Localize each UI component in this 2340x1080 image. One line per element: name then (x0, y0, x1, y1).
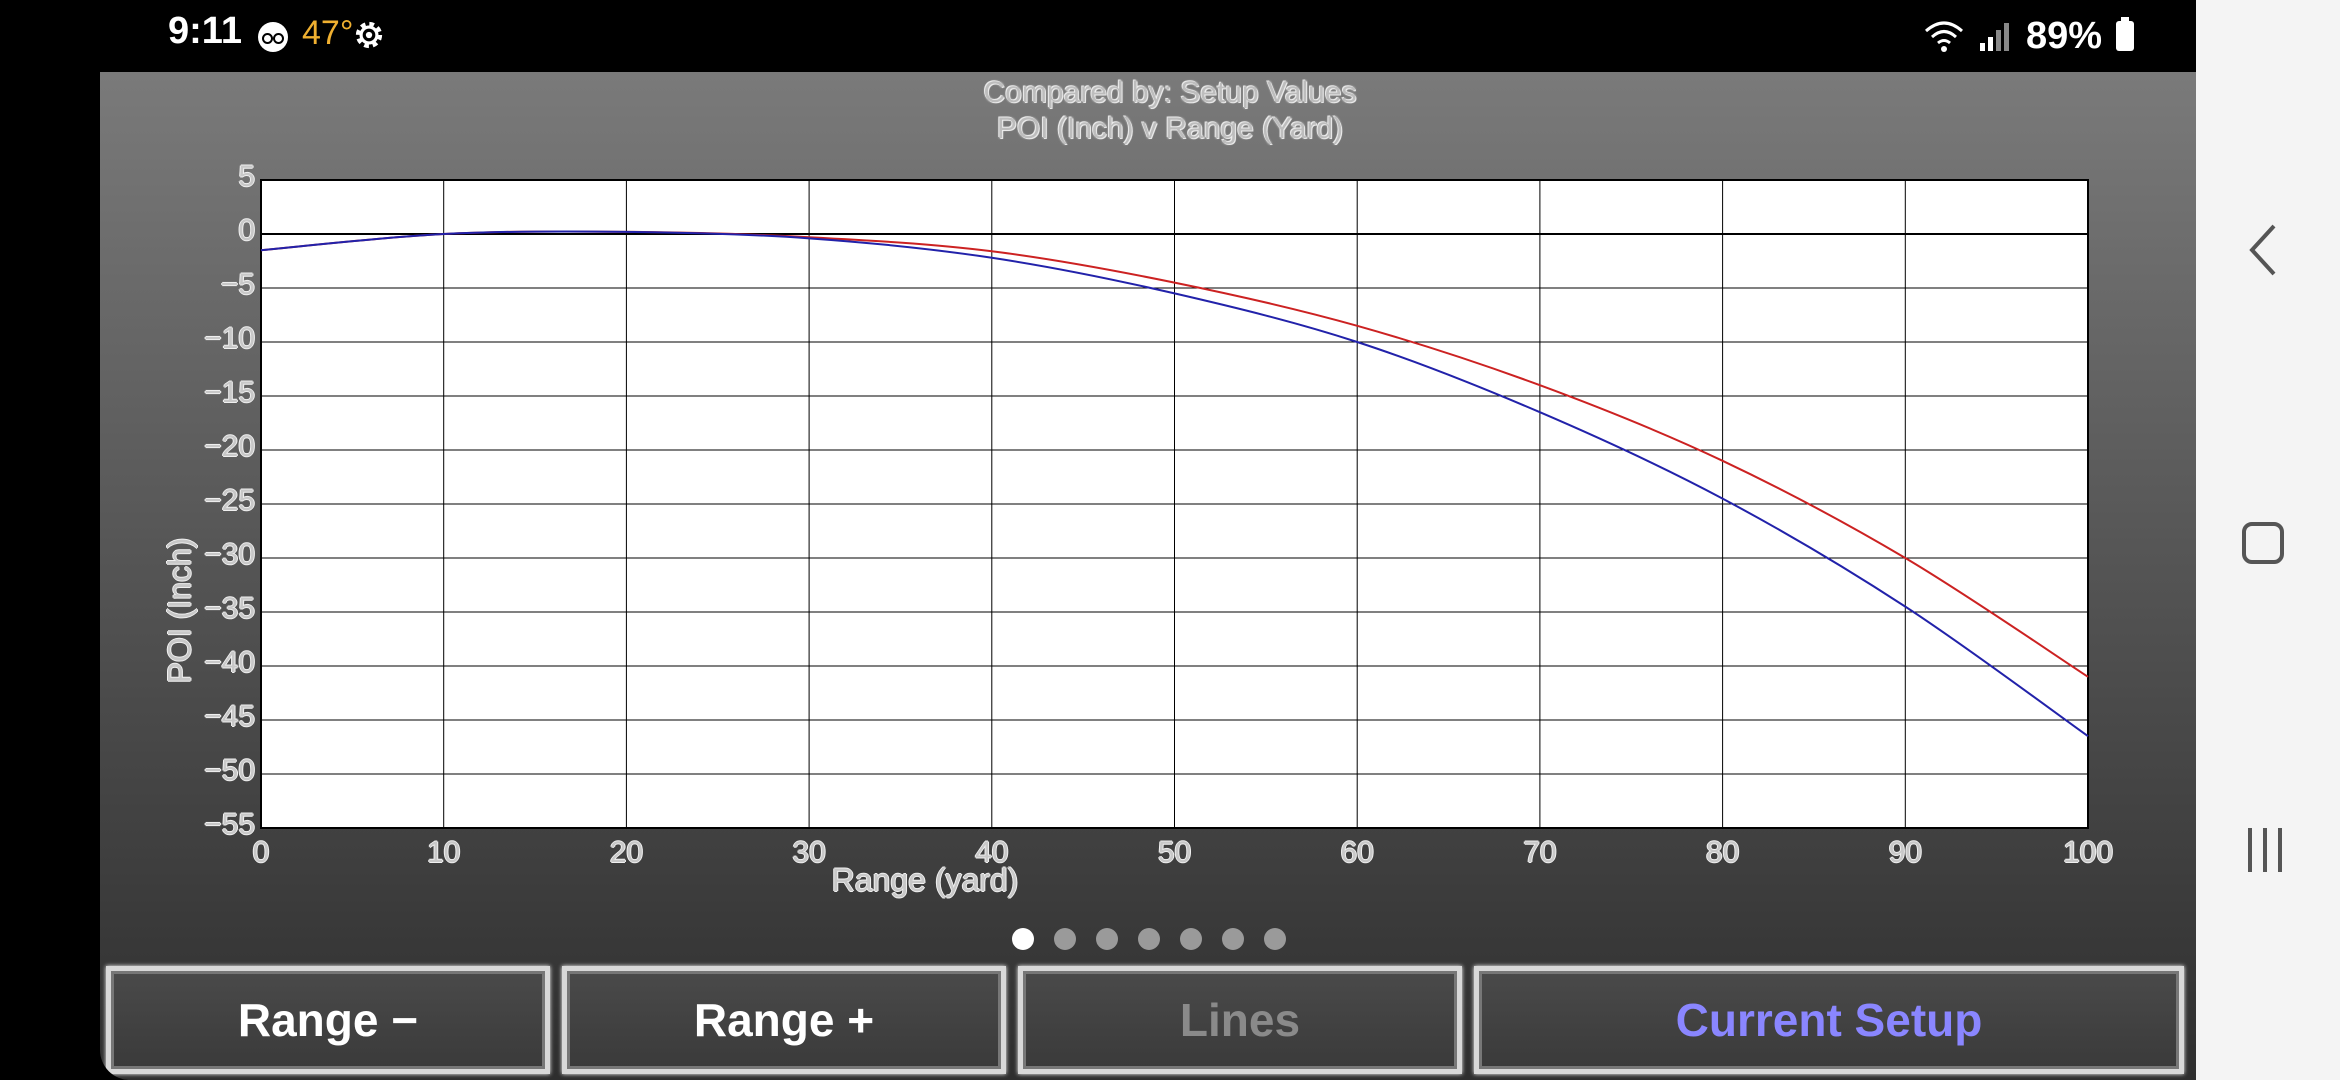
page-dot[interactable] (1222, 928, 1244, 950)
series-line-2 (260, 230, 2089, 738)
y-tick-label: 5 (238, 160, 255, 193)
x-tick-label: 20 (609, 836, 644, 869)
y-tick-label: −20 (204, 430, 255, 463)
y-axis-label: POI (Inch) (161, 537, 198, 684)
chart-subtitle: POI (Inch) v Range (Yard) (996, 112, 1344, 145)
y-tick-label: −30 (204, 538, 255, 571)
x-tick-label: 30 (792, 836, 826, 869)
chart-title: Compared by: Setup Values (983, 76, 1357, 109)
lines-button[interactable]: Lines (1018, 966, 1462, 1074)
x-tick-label: 90 (1888, 836, 1922, 869)
x-tick-label: 10 (427, 836, 461, 869)
voicemail-icon (258, 22, 288, 52)
y-tick-label: −55 (204, 808, 255, 841)
navigation-bar (2196, 0, 2340, 1080)
battery-icon (2116, 17, 2134, 51)
x-tick-label: 60 (1340, 836, 1374, 869)
recent-apps-icon[interactable] (2240, 826, 2290, 874)
y-tick-label: −50 (204, 754, 255, 787)
weather-temperature: 47° (302, 14, 354, 52)
y-tick-label: −45 (204, 700, 255, 733)
wifi-icon (1924, 21, 1963, 52)
y-tick-label: −10 (204, 322, 255, 355)
page-dot[interactable] (1012, 928, 1034, 950)
home-icon[interactable] (2242, 522, 2284, 564)
y-tick-label: −15 (204, 376, 255, 409)
page-dot[interactable] (1054, 928, 1076, 950)
y-tick-label: −25 (204, 484, 255, 517)
status-bar: 9:11 47° 89% (0, 0, 2196, 72)
range-minus-button[interactable]: Range − (106, 966, 550, 1074)
x-tick-label: 100 (2062, 836, 2114, 869)
page-dot[interactable] (1138, 928, 1160, 950)
x-tick-label: 50 (1157, 836, 1192, 869)
signal-icon (1979, 23, 2009, 51)
page-dot[interactable] (1096, 928, 1118, 950)
y-tick-label: 0 (238, 214, 255, 247)
page-indicator (1012, 928, 1286, 950)
app-screen: Compared by: Setup Values POI (Inch) v R… (100, 72, 2196, 1080)
clock: 9:11 (168, 10, 242, 52)
x-axis-label: Range (yard) (831, 862, 1019, 898)
y-tick-label: −40 (204, 646, 255, 679)
current-setup-button[interactable]: Current Setup (1474, 966, 2184, 1074)
battery-percentage: 89% (2025, 14, 2102, 57)
x-tick-label: 40 (975, 836, 1009, 869)
gear-icon (355, 21, 383, 49)
y-tick-label: −5 (220, 268, 255, 301)
range-plus-button[interactable]: Range + (562, 966, 1006, 1074)
x-tick-label: 70 (1523, 836, 1557, 869)
poi-range-chart[interactable] (100, 72, 2196, 912)
x-tick-label: 80 (1705, 836, 1740, 869)
x-tick-label: 0 (252, 836, 270, 869)
y-tick-label: −35 (204, 592, 255, 625)
page-dot[interactable] (1264, 928, 1286, 950)
page-dot[interactable] (1180, 928, 1202, 950)
back-icon[interactable] (2234, 220, 2294, 280)
